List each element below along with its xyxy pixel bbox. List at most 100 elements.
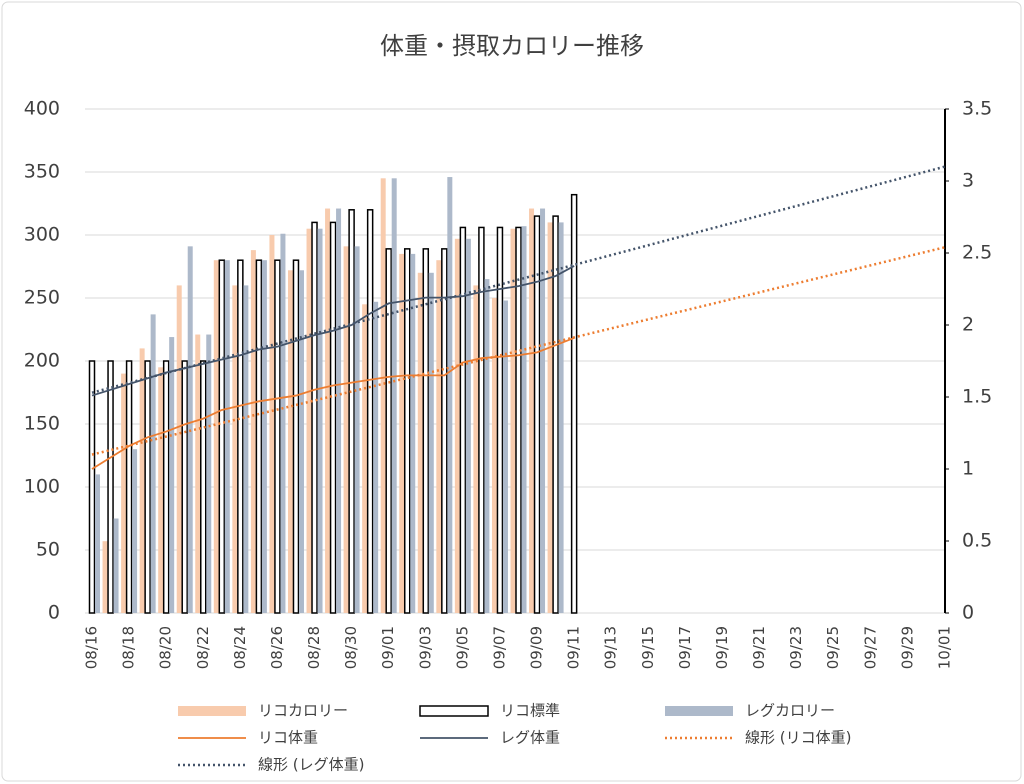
trendline	[91, 246, 946, 456]
bar	[325, 208, 331, 614]
bar	[287, 270, 293, 613]
bar	[552, 215, 559, 614]
legend-label: レグ体重	[500, 729, 560, 747]
bar	[354, 246, 360, 613]
bar	[540, 208, 546, 614]
y-tick-label: 400	[24, 98, 60, 120]
bar	[343, 246, 349, 613]
x-tick-label: 09/29	[898, 626, 916, 669]
bar	[428, 272, 434, 613]
x-tick-label: 09/11	[565, 626, 583, 669]
line	[91, 265, 575, 397]
bar	[547, 222, 553, 613]
bar	[150, 314, 156, 613]
bar	[255, 259, 263, 614]
bar	[243, 285, 249, 613]
x-tick-label: 09/21	[750, 626, 768, 669]
y2-tick-label: 1	[962, 458, 974, 480]
bar	[181, 360, 188, 614]
bar	[269, 235, 275, 613]
legend-label: 線形 (レグ体重)	[258, 756, 364, 774]
bar	[473, 285, 479, 613]
bar	[447, 177, 453, 614]
bar	[95, 474, 100, 613]
bar	[484, 279, 490, 613]
x-tick-label: 08/20	[157, 626, 175, 669]
legend-swatch	[419, 705, 489, 717]
y2-tick-label: 2.5	[962, 242, 992, 264]
x-tick-label: 09/01	[379, 626, 397, 669]
y2-tick-label: 0	[962, 602, 974, 624]
bar	[317, 228, 323, 613]
y-tick-label: 300	[24, 224, 60, 246]
bar	[422, 248, 430, 614]
bar	[144, 360, 151, 614]
x-tick-label: 09/07	[490, 626, 508, 669]
legend-label: レグカロリー	[745, 702, 835, 720]
bar	[491, 298, 497, 613]
bar	[391, 178, 397, 614]
bar	[380, 178, 386, 614]
bar	[502, 300, 508, 613]
bar	[102, 541, 108, 613]
bar	[169, 337, 175, 613]
y-tick-label: 150	[24, 413, 60, 435]
x-tick-label: 08/28	[305, 626, 323, 669]
bar	[385, 248, 392, 614]
bar	[465, 238, 471, 613]
y2-tick-label: 2	[962, 314, 974, 336]
bar	[206, 334, 212, 613]
bar	[292, 259, 300, 614]
bar	[373, 301, 379, 613]
bar	[311, 221, 318, 614]
line	[91, 337, 575, 470]
y-tick-label: 100	[24, 476, 60, 498]
bar	[232, 285, 238, 613]
y-tick-label: 200	[24, 350, 60, 372]
y-tick-label: 350	[24, 161, 60, 183]
legend-label: リコ標準	[500, 702, 560, 720]
y-tick-label: 0	[48, 602, 60, 624]
bar	[280, 233, 286, 614]
bar	[200, 360, 207, 614]
bar	[195, 334, 201, 613]
bar	[237, 259, 244, 614]
bar	[558, 222, 564, 613]
x-tick-label: 08/22	[194, 626, 212, 669]
y-tick-label: 250	[24, 287, 60, 309]
legend-swatch	[665, 706, 733, 716]
bar	[336, 208, 342, 614]
bar	[107, 360, 114, 614]
bar	[88, 360, 96, 614]
bar	[274, 259, 281, 614]
x-tick-label: 08/26	[268, 626, 286, 669]
bar	[113, 518, 119, 613]
bar	[417, 272, 423, 613]
bar	[459, 226, 467, 614]
x-tick-label: 09/25	[824, 626, 842, 669]
bar	[478, 226, 485, 614]
bar	[250, 250, 256, 613]
y2-tick-label: 3.5	[962, 98, 992, 120]
bar	[399, 253, 405, 613]
x-tick-label: 10/01	[936, 626, 954, 669]
chart-title: 体重・摂取カロリー推移	[380, 32, 644, 60]
legend-label: 線形 (リコ体重)	[745, 729, 851, 747]
x-tick-label: 09/23	[787, 626, 805, 669]
bar	[158, 367, 164, 613]
bar	[570, 193, 578, 614]
bar	[515, 226, 522, 614]
x-tick-label: 09/17	[676, 626, 694, 669]
bar	[510, 228, 516, 613]
x-tick-label: 09/05	[453, 626, 471, 669]
bar	[410, 253, 416, 613]
bar	[213, 260, 219, 613]
y-tick-label: 50	[36, 539, 60, 561]
bar	[121, 373, 127, 613]
bar	[176, 285, 182, 613]
bar	[441, 248, 448, 614]
y2-tick-label: 3	[962, 170, 974, 192]
bar	[218, 259, 226, 614]
bar	[366, 209, 374, 614]
